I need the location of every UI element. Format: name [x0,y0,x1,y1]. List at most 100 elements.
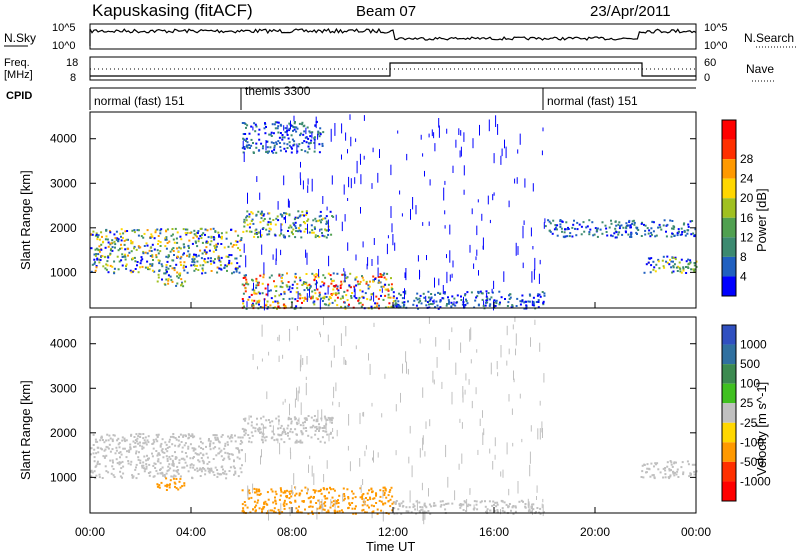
power-cell-5-69 [515,305,518,307]
velocity-cell-3-68 [343,493,346,495]
power-cell-0-249 [191,242,194,245]
power-cell-4-229 [323,297,326,300]
velocity-noise-162 [332,401,334,406]
velocity-cell-4-87 [469,504,472,507]
power-cell-0-319 [195,253,197,256]
power-cell-5-24 [523,307,526,310]
velocity-cell-4-51 [539,507,542,510]
power-cell-2-159 [292,222,295,225]
power-cell-4-299 [315,273,318,275]
velocity-noise-166 [325,417,327,431]
power-cell-1-2 [167,279,170,282]
velocity-noise-26 [371,512,373,519]
power-colorbar-seg-6 [722,237,736,257]
power-cell-4-219 [244,282,247,285]
velocity-cell-3-162 [375,502,378,504]
power-cell-0-123 [157,252,160,255]
power-cell-5-123 [402,291,405,294]
power-cell-0-458 [171,259,174,262]
power-cell-0-396 [102,240,105,243]
power-cell-1-13 [164,272,167,275]
power-cell-2-152 [319,214,322,217]
velocity-cell-0-99 [147,441,150,444]
power-cell-0-202 [120,228,123,231]
velocity-cell-2-49 [281,430,284,433]
velocity-cell-0-251 [116,439,119,442]
velocity-noise-95 [429,419,431,427]
velocity-cell-2-1 [291,431,294,434]
power-noise-152 [463,189,465,195]
velocity-colorbar-tick-1: 500 [740,357,760,371]
power-cell-0-415 [186,271,189,274]
power-cell-0-339 [205,246,208,249]
velocity-noise-53 [323,317,324,326]
power-cell-4-359 [384,283,387,286]
velocity-cell-3-185 [255,488,258,491]
velocity-noise-191 [451,327,453,333]
velocity-cell-2-25 [290,420,293,423]
velocity-cell-2-0 [247,434,250,436]
velocity-noise-58 [342,493,344,502]
power-cell-7-44 [669,258,671,261]
beam-label: Beam 07 [356,3,416,20]
power-cell-5-42 [495,302,498,305]
power-noise-214 [524,178,526,188]
velocity-cell-3-247 [298,505,300,508]
velocity-cell-0-12 [119,461,122,464]
power-cell-4-255 [281,273,284,276]
power-cell-3-32 [277,125,280,128]
power-cell-3-160 [297,145,300,148]
velocity-cell-3-175 [253,487,256,490]
velocity-cell-3-121 [387,512,390,515]
velocity-cell-0-322 [145,463,148,466]
velocity-cell-5-10 [652,474,655,477]
power-cell-3-161 [321,142,324,145]
velocity-cell-0-136 [203,467,206,470]
power-cell-5-4 [535,301,538,303]
velocity-cell-5-35 [693,470,696,473]
velocity-noise-116 [536,496,537,500]
velocity-cell-0-330 [209,443,212,446]
velocity-noise-98 [419,338,421,344]
power-cell-7-64 [687,263,690,266]
power-cell-4-107 [242,277,245,279]
power-cell-7-25 [686,266,689,269]
velocity-cell-2-56 [303,417,306,420]
power-cell-1-15 [175,284,178,287]
velocity-noise-52 [529,464,531,477]
power-cell-2-70 [292,233,294,236]
velocity-cell-0-425 [230,453,233,456]
velocity-cell-3-229 [311,505,314,508]
velocity-cell-0-461 [120,467,123,470]
power-cell-3-138 [265,126,267,128]
velocity-cell-0-246 [212,434,215,437]
power-cell-4-95 [327,272,330,275]
velocity-cell-4-64 [511,506,514,509]
velocity-cell-0-64 [214,446,217,449]
power-cell-2-154 [313,226,316,229]
power-cell-0-217 [149,255,152,257]
power-cell-5-107 [486,297,489,300]
power-cell-4-350 [350,295,353,297]
velocity-cell-4-33 [395,500,398,502]
power-cell-6-89 [615,231,618,234]
power-cell-3-46 [295,130,298,133]
velocity-noise-148 [508,348,510,355]
power-cell-0-218 [143,232,146,235]
power-cell-0-125 [216,242,219,245]
power-cell-3-80 [306,126,309,129]
velocity-cell-3-45 [332,488,335,491]
velocity-noise-74 [539,400,541,406]
velocity-cell-0-403 [189,457,192,460]
power-cell-0-379 [119,232,122,235]
velocity-cell-0-167 [216,436,219,439]
power-cell-2-136 [301,214,304,217]
power-cell-7-49 [672,260,674,263]
velocity-noise-120 [329,418,331,424]
power-cell-0-412 [218,235,220,238]
power-cell-4-43 [280,293,283,296]
power-cell-5-131 [451,295,454,298]
velocity-cell-3-219 [255,509,257,512]
power-cell-6-108 [619,225,621,228]
power-cell-6-176 [693,235,696,238]
